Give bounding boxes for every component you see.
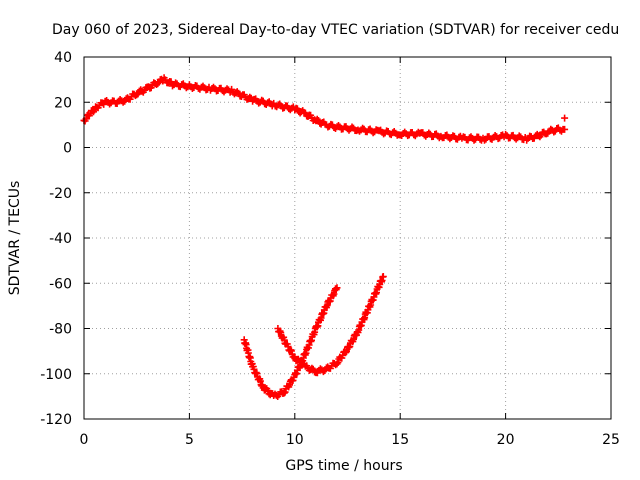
y-tick-label: -80 (49, 322, 72, 338)
plot-frame (83, 56, 612, 420)
y-tick-label: 40 (54, 50, 72, 66)
x-tick-label: 5 (185, 432, 194, 448)
y-tick-label: -40 (49, 231, 72, 247)
data-marker (240, 284, 341, 400)
series-outlier (561, 114, 569, 122)
x-tick-label: 20 (497, 432, 515, 448)
y-tick-label: -60 (49, 276, 72, 292)
x-tick-label: 10 (286, 432, 304, 448)
series-arc-a (240, 284, 341, 400)
series-main-trace (80, 74, 569, 144)
y-tick-label: -100 (40, 367, 72, 383)
data-marker (561, 114, 569, 122)
y-tick-label: -120 (40, 412, 72, 428)
x-axis-label: GPS time / hours (285, 458, 402, 474)
chart-title: Day 060 of 2023, Sidereal Day-to-day VTE… (52, 22, 619, 38)
x-tick-label: 15 (391, 432, 409, 448)
x-tick-label: 0 (80, 432, 89, 448)
data-marker (274, 273, 387, 377)
y-tick-label: 20 (54, 95, 72, 111)
y-tick-label: -20 (49, 186, 72, 202)
data-marker (80, 74, 569, 144)
data-points (80, 74, 569, 400)
axes: 0 5 10 15 20 25 -120 -100 -80 -60 -40 -20 0 20 40 (40, 50, 620, 448)
grid (84, 57, 611, 419)
series-arc-b (274, 273, 387, 377)
y-tick-label: 0 (63, 141, 72, 157)
x-tick-label: 25 (602, 432, 620, 448)
y-axis-label: SDTVAR / TECUs (7, 181, 23, 296)
